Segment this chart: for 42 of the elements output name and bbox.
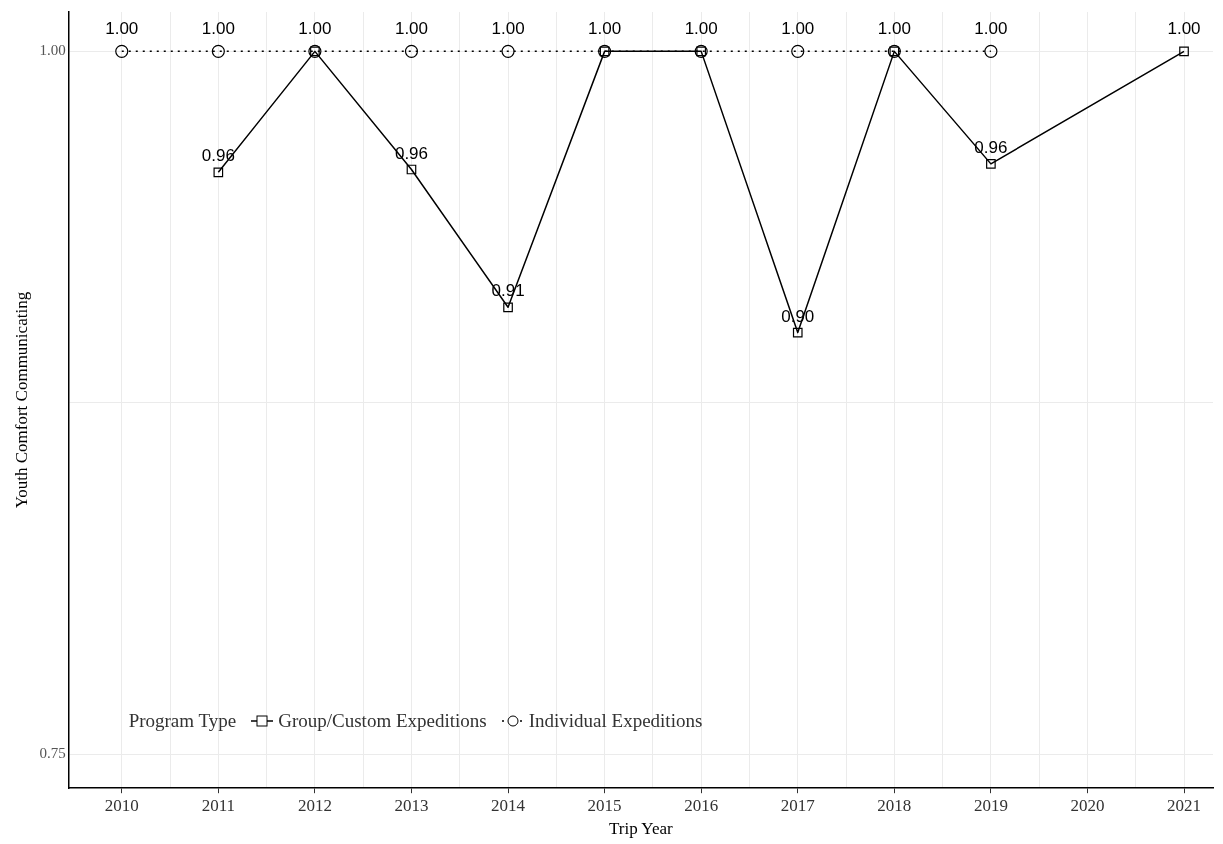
data-label: 1.00 [491,18,525,38]
x-tick-label: 2016 [684,795,719,815]
point [984,44,998,58]
x-tick-label: 2011 [201,795,236,815]
point [1179,46,1189,57]
x-tick-label: 2015 [587,795,622,815]
y-axis-title: Youth Comfort Communicating [11,291,31,509]
x-tick-label: 2019 [973,795,1008,815]
point [986,159,996,169]
legend-label: Individual Expeditions [528,710,703,733]
data-label: 1.00 [781,18,815,38]
data-label: 1.00 [201,18,235,38]
point [213,167,224,178]
data-label: 0.96 [974,138,1008,158]
x-tick-label: 2014 [491,795,526,815]
data-label: 1.00 [974,18,1008,38]
point [406,164,417,175]
legend-label: Group/Custom Expeditions [278,710,487,733]
data-label: 1.00 [877,18,911,38]
point [792,327,803,338]
data-label: 1.00 [298,18,332,38]
x-tick-label: 2010 [104,795,139,815]
y-tick-label: 0.75 [39,745,66,762]
x-axis-title: Trip Year [609,819,673,839]
legend-title: Program Type [128,710,237,733]
point [503,302,513,313]
x-tick-label: 2013 [394,795,429,815]
point [404,44,419,58]
point [211,44,225,58]
data-label: 1.00 [105,18,139,38]
x-tick-label: 2012 [297,795,332,815]
point [501,44,515,58]
x-tick-label: 2021 [1167,795,1202,815]
data-label: 1.00 [588,18,622,38]
x-tick-label: 2018 [877,795,912,815]
data-label: 1.00 [684,18,718,38]
point [791,44,805,58]
point [115,44,129,58]
data-label: 1.00 [1167,18,1201,38]
x-tick-label: 2020 [1070,795,1105,815]
data-label: 1.00 [394,18,429,38]
x-tick-label: 2017 [780,795,816,815]
